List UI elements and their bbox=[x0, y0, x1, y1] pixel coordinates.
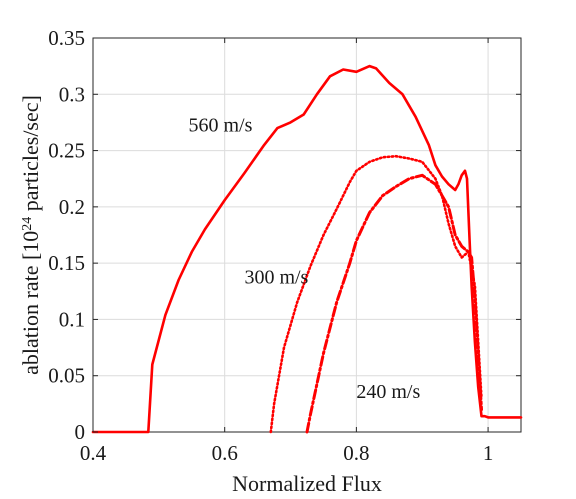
y-axis-label: ablation rate [1024 particles/sec] bbox=[18, 95, 43, 375]
ticks: 0.4 0.6 0.8 1 0 0.05 0.1 0.15 0.2 0.25 0.3 0.35 bbox=[48, 26, 521, 465]
y-tick-label: 0.15 bbox=[48, 251, 85, 275]
x-tick-label: 0.6 bbox=[212, 441, 238, 465]
x-axis-label: Normalized Flux bbox=[232, 471, 382, 496]
plot-frame bbox=[92, 37, 522, 433]
y-tick-label: 0.35 bbox=[48, 26, 85, 50]
series-group bbox=[91, 64, 523, 434]
series-annotation: 560 m/s bbox=[188, 114, 252, 136]
series-line-dashdot bbox=[305, 173, 483, 434]
y-tick-label: 0.1 bbox=[59, 307, 85, 331]
series-annotation: 240 m/s bbox=[356, 381, 420, 403]
y-tick-label: 0.2 bbox=[59, 195, 85, 219]
y-tick-label: 0 bbox=[75, 420, 86, 444]
annotations: 560 m/s 300 m/s 240 m/s bbox=[188, 114, 420, 403]
series-annotation: 300 m/s bbox=[244, 266, 308, 288]
grid bbox=[92, 37, 521, 433]
y-tick-label: 0.3 bbox=[59, 82, 85, 106]
x-tick-label: 0.8 bbox=[343, 441, 369, 465]
x-tick-label: 0.4 bbox=[80, 441, 107, 465]
x-tick-label: 1 bbox=[483, 441, 494, 465]
series-line-dotted bbox=[269, 154, 483, 434]
y-tick-label: 0.05 bbox=[48, 364, 85, 388]
y-tick-label: 0.25 bbox=[48, 139, 85, 163]
